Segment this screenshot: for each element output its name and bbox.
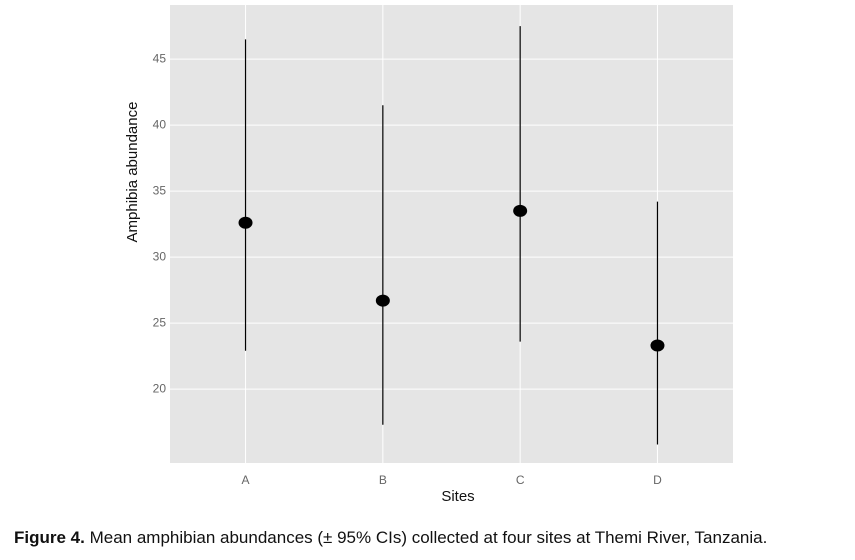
y-tick-label: 20 [153,381,167,395]
y-tick-label: 40 [153,117,167,131]
y-tick-label: 25 [153,315,167,329]
caption: Figure 4. Mean amphibian abundances (± 9… [14,528,767,548]
chart: Sites Amphibia abundance 20 25 30 35 40 45 A B C… [124,5,733,505]
mean-point [238,216,253,229]
x-tick-label: A [242,473,250,487]
mean-point [650,339,665,352]
x-tick-label: C [516,473,525,487]
x-tick-label: B [379,473,387,487]
x-axis-title: Sites [441,488,474,505]
caption-text: Mean amphibian abundances (± 95% CIs) co… [89,528,768,547]
y-tick-label: 45 [153,51,167,65]
y-tick-label: 35 [153,183,167,197]
mean-point [513,204,528,217]
plot-background [170,5,733,463]
mean-point [375,294,390,307]
x-tick-label: D [653,473,662,487]
y-axis-title: Amphibia abundance [124,102,141,243]
y-tick-label: 30 [153,249,167,263]
caption-label: Figure 4. [14,528,85,547]
